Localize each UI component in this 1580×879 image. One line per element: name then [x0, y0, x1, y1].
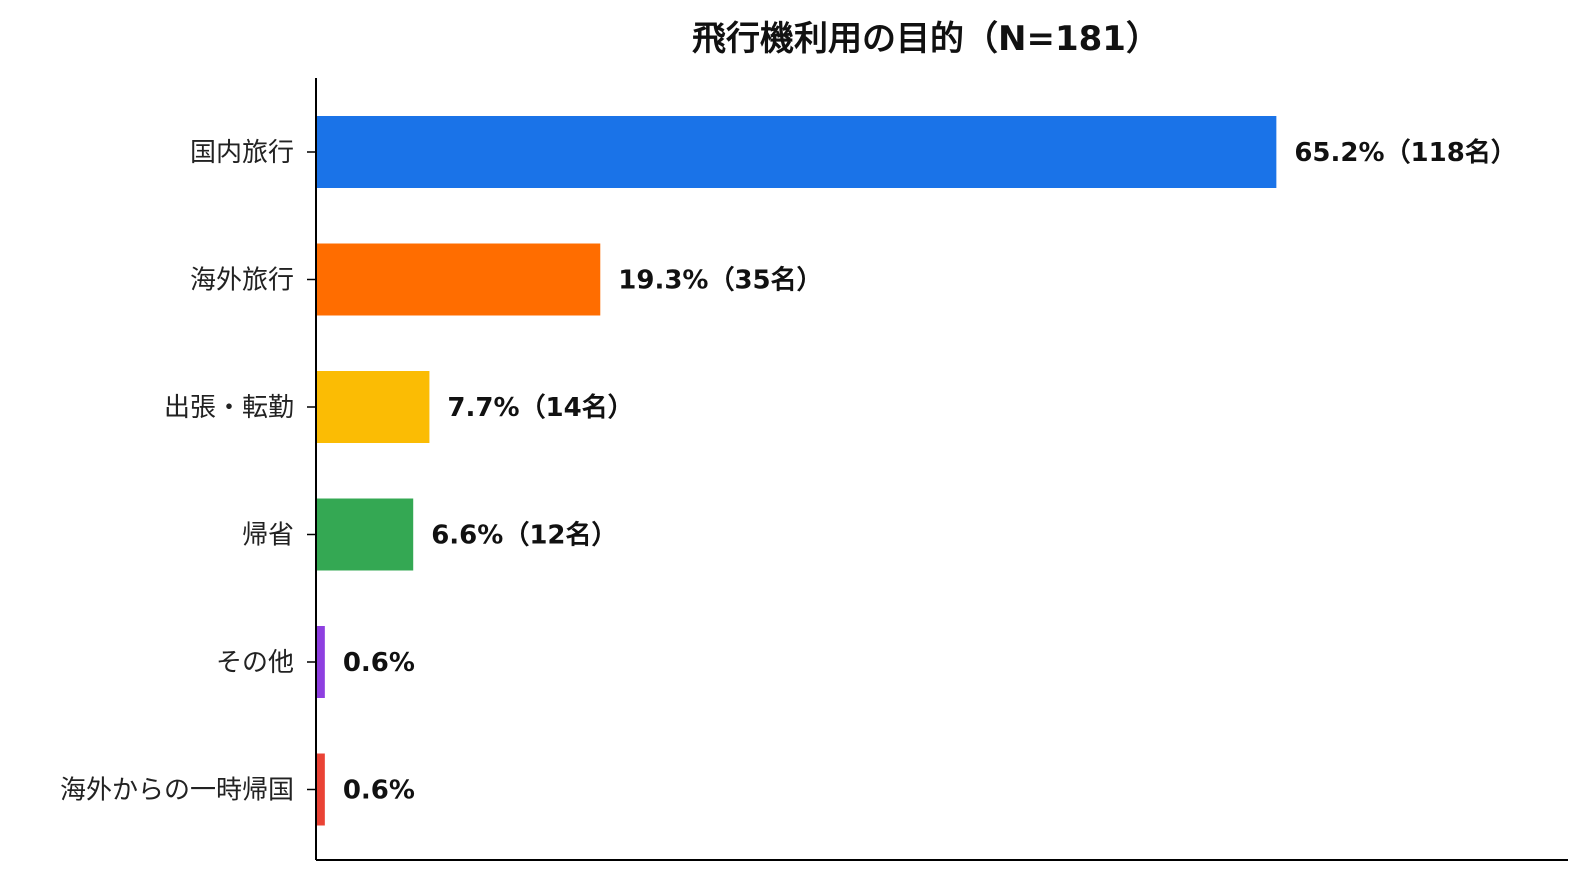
- bar-group: 国内旅行 65.2%（118名）: [190, 116, 1517, 188]
- bar: [316, 371, 430, 443]
- value-label: 0.6%: [343, 776, 415, 806]
- category-label: 海外からの一時帰国: [60, 776, 294, 806]
- value-label: 6.6%（12名）: [431, 520, 617, 551]
- bar: [316, 753, 325, 826]
- value-label: 0.6%: [343, 648, 415, 678]
- bar: [316, 498, 414, 571]
- category-label: その他: [216, 648, 294, 678]
- chart-title: 飛行機利用の目的（N=181）: [692, 19, 1160, 59]
- bars-layer: 国内旅行 65.2%（118名） 海外旅行 19.3%（35名） 出張・転勤 7.7%（1…: [60, 116, 1517, 826]
- bar: [316, 116, 1277, 188]
- value-label: 65.2%（118名）: [1294, 137, 1516, 168]
- bar: [316, 243, 601, 316]
- bar-group: 海外からの一時帰国 0.6%: [60, 753, 415, 826]
- value-label: 19.3%（35名）: [618, 265, 822, 296]
- category-label: 国内旅行: [190, 138, 294, 168]
- bar-group: 海外旅行 19.3%（35名）: [190, 243, 823, 316]
- category-label: 帰省: [242, 521, 294, 551]
- bar-group: 帰省 6.6%（12名）: [242, 498, 618, 571]
- bar-group: その他 0.6%: [216, 626, 415, 698]
- bar-group: 出張・転勤 7.7%（14名）: [164, 371, 634, 443]
- category-label: 海外旅行: [190, 266, 294, 296]
- bar: [316, 626, 325, 698]
- category-label: 出張・転勤: [164, 393, 294, 423]
- value-label: 7.7%（14名）: [447, 392, 633, 423]
